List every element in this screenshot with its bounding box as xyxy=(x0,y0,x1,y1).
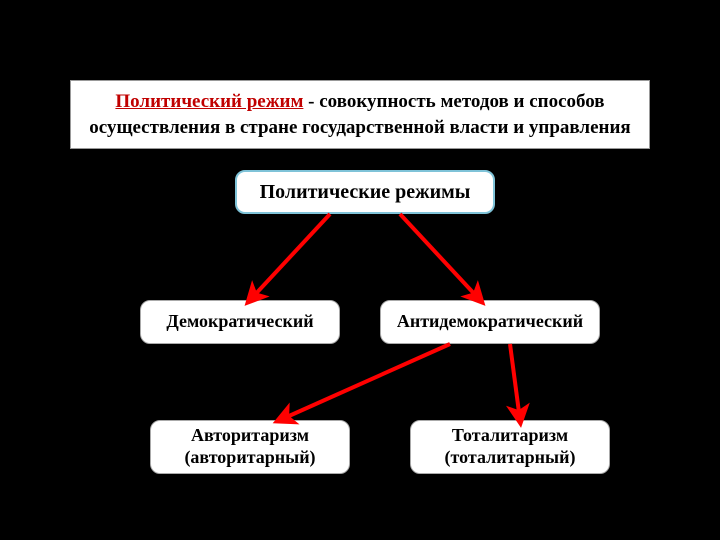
node-authoritarianism-label: Авторитаризм (авторитарный) xyxy=(184,425,315,468)
node-root: Политические режимы xyxy=(235,170,495,214)
node-auth-line2: (авторитарный) xyxy=(184,447,315,469)
node-democratic-label: Демократический xyxy=(166,311,313,333)
arrow-root-to-antidemocratic xyxy=(400,214,480,300)
node-authoritarianism: Авторитаризм (авторитарный) xyxy=(150,420,350,474)
definition-box: Политический режим - совокупность методо… xyxy=(70,80,650,149)
node-antidemocratic: Антидемократический xyxy=(380,300,600,344)
node-antidemocratic-label: Антидемократический xyxy=(397,311,583,333)
node-totalitarianism-label: Тоталитаризм (тоталитарный) xyxy=(445,425,576,468)
arrow-root-to-democratic xyxy=(250,214,330,300)
arrow-antidemocratic-to-authoritarianism xyxy=(280,344,450,420)
node-root-label: Политические режимы xyxy=(260,180,471,204)
node-totalitarianism: Тоталитаризм (тоталитарный) xyxy=(410,420,610,474)
definition-term: Политический режим xyxy=(115,91,303,112)
node-auth-line1: Авторитаризм xyxy=(184,425,315,447)
arrow-antidemocratic-to-totalitarianism xyxy=(510,344,520,420)
node-democratic: Демократический xyxy=(140,300,340,344)
node-total-line2: (тоталитарный) xyxy=(445,447,576,469)
node-total-line1: Тоталитаризм xyxy=(445,425,576,447)
